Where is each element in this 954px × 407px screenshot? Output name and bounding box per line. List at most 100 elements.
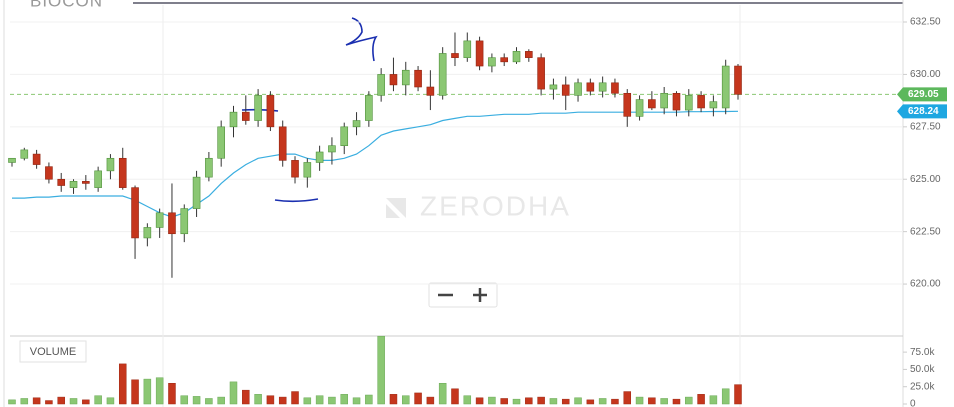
y-tick-label: 627.50 [910, 121, 941, 132]
candle-body [586, 82, 595, 92]
volume-bar [598, 398, 607, 405]
volume-bar [315, 395, 324, 405]
volume-bar [451, 388, 459, 405]
volume-bar [685, 396, 693, 405]
candle-body [438, 53, 447, 96]
volume-bar [475, 397, 484, 405]
y-tick-label: 625.00 [910, 174, 941, 185]
candle-body [697, 95, 705, 109]
zoom-controls [428, 282, 498, 308]
chart-title: BIOCON [30, 0, 103, 10]
volume-bar [635, 396, 644, 405]
volume-bar [365, 394, 373, 405]
volume-bar [94, 395, 102, 405]
candle-body [168, 212, 176, 235]
candle-body [684, 95, 693, 111]
candle-body [303, 162, 312, 178]
candle-body [180, 208, 189, 235]
candle-body [340, 126, 349, 146]
last-price-flag [897, 87, 947, 102]
volume-bar [205, 398, 213, 405]
candle-body [709, 101, 718, 109]
candle-body [352, 120, 361, 128]
candle-body [401, 69, 410, 86]
candle-body [648, 99, 656, 109]
volume-bar [525, 397, 533, 405]
volume-bar [254, 394, 262, 405]
volume-bar [340, 394, 348, 405]
candle-body [118, 157, 127, 188]
volume-bar [500, 398, 508, 405]
vol-tick-label: 50.0k [910, 364, 935, 375]
candle-body [315, 151, 324, 163]
volume-bar [69, 398, 78, 405]
candle-body [500, 57, 509, 63]
volume-bar [377, 335, 385, 405]
volume-bar [118, 363, 127, 405]
candle-body [475, 40, 484, 67]
volume-bar [57, 396, 65, 405]
volume-bar [266, 395, 275, 405]
candle-body [611, 82, 619, 94]
candle-body [20, 149, 29, 159]
candle-body [266, 95, 275, 128]
volume-bar [414, 392, 422, 405]
candle-body [143, 227, 152, 239]
candle-body [377, 74, 385, 96]
volume-bar [180, 395, 189, 405]
volume-bar [611, 398, 619, 405]
y-tick-label: 622.50 [910, 226, 941, 237]
candle-body [463, 40, 472, 58]
volume-bar [352, 397, 361, 405]
candle-body [205, 157, 213, 178]
candle-body [278, 126, 287, 161]
volume-bar [697, 394, 705, 405]
volume-bar [488, 396, 496, 405]
candle-body [94, 170, 102, 188]
candle-body [451, 53, 459, 58]
candle-body [574, 82, 582, 96]
volume-bar [45, 400, 53, 405]
volume-bar [709, 395, 718, 405]
candle-body [660, 92, 668, 109]
zoom-in-button[interactable] [473, 288, 487, 302]
volume-bar [721, 388, 730, 405]
candle-body [426, 86, 435, 96]
candle-body [69, 181, 78, 188]
candle-body [106, 157, 115, 172]
candle-body [525, 51, 533, 58]
candle-body [82, 181, 90, 184]
volume-bar [623, 391, 632, 405]
volume-bar [20, 398, 29, 405]
candle-body [488, 57, 496, 67]
volume-bar [537, 396, 545, 405]
candle-body [561, 84, 570, 96]
candle-body [389, 74, 398, 86]
vol-tick-label: 25.0k [910, 381, 935, 392]
volume-bar [278, 396, 287, 405]
candle-body [635, 99, 644, 117]
volume-bar [303, 397, 312, 405]
watermark: ZERODHA [420, 190, 571, 221]
candle-body [155, 212, 164, 228]
volume-bar [328, 396, 336, 405]
volume-bar [549, 398, 558, 405]
volume-bar [648, 397, 656, 405]
volume-bar [82, 399, 90, 405]
y-tick-label: 632.50 [910, 17, 941, 28]
volume-bar [242, 389, 250, 405]
volume-bar [217, 396, 225, 405]
volume-bar [463, 395, 472, 405]
ma-price-label: 628.24 [908, 106, 939, 117]
candle-body [734, 65, 742, 95]
last-price-label: 629.05 [908, 89, 939, 100]
volume-bar [229, 381, 238, 405]
candle-body [8, 157, 16, 163]
volume-bar [672, 398, 681, 405]
volume-bar [734, 384, 742, 405]
volume-bar [586, 399, 595, 405]
candle-body [365, 95, 373, 121]
volume-bar [106, 397, 115, 405]
